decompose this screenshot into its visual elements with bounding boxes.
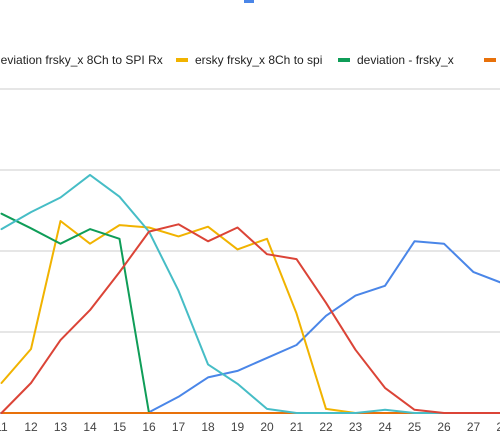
x-tick-label: 22 xyxy=(319,420,333,434)
x-tick-label: 18 xyxy=(201,420,215,434)
x-tick-label: 21 xyxy=(290,420,304,434)
x-tick-label: 12 xyxy=(24,420,38,434)
x-tick-label: 14 xyxy=(83,420,97,434)
series-lines xyxy=(0,173,500,414)
x-tick-label: 26 xyxy=(437,420,451,434)
series-line-2 xyxy=(0,220,500,414)
title-mark xyxy=(244,0,254,3)
series-line-1 xyxy=(148,240,500,414)
legend-swatch xyxy=(484,58,496,62)
x-axis: 11121314151617181920212223242526272829 xyxy=(0,420,500,434)
x-tick-label: 23 xyxy=(349,420,363,434)
x-tick-label: 24 xyxy=(378,420,392,434)
x-tick-label: 25 xyxy=(408,420,422,434)
series-line-5 xyxy=(0,173,500,414)
x-tick-label: 19 xyxy=(231,420,245,434)
legend-swatch xyxy=(176,58,188,62)
x-tick-label: 27 xyxy=(467,420,481,434)
x-tick-label: 15 xyxy=(113,420,127,434)
legend-label: ersky frsky_x 8Ch to spi xyxy=(195,53,322,67)
x-tick-label: 20 xyxy=(260,420,274,434)
x-tick-label: 11 xyxy=(0,420,8,434)
legend: deviation frsky_x 8Ch to SPI Rx ersky frs… xyxy=(0,53,496,67)
legend-label: deviation - frsky_x xyxy=(357,53,454,67)
x-tick-label: 17 xyxy=(172,420,186,434)
x-tick-label: 16 xyxy=(142,420,156,434)
legend-swatch xyxy=(338,58,350,62)
x-tick-label: 13 xyxy=(54,420,68,434)
x-tick-label: 28 xyxy=(496,420,500,434)
series-line-6 xyxy=(0,223,500,414)
legend-label: deviation frsky_x 8Ch to SPI Rx xyxy=(0,53,163,67)
